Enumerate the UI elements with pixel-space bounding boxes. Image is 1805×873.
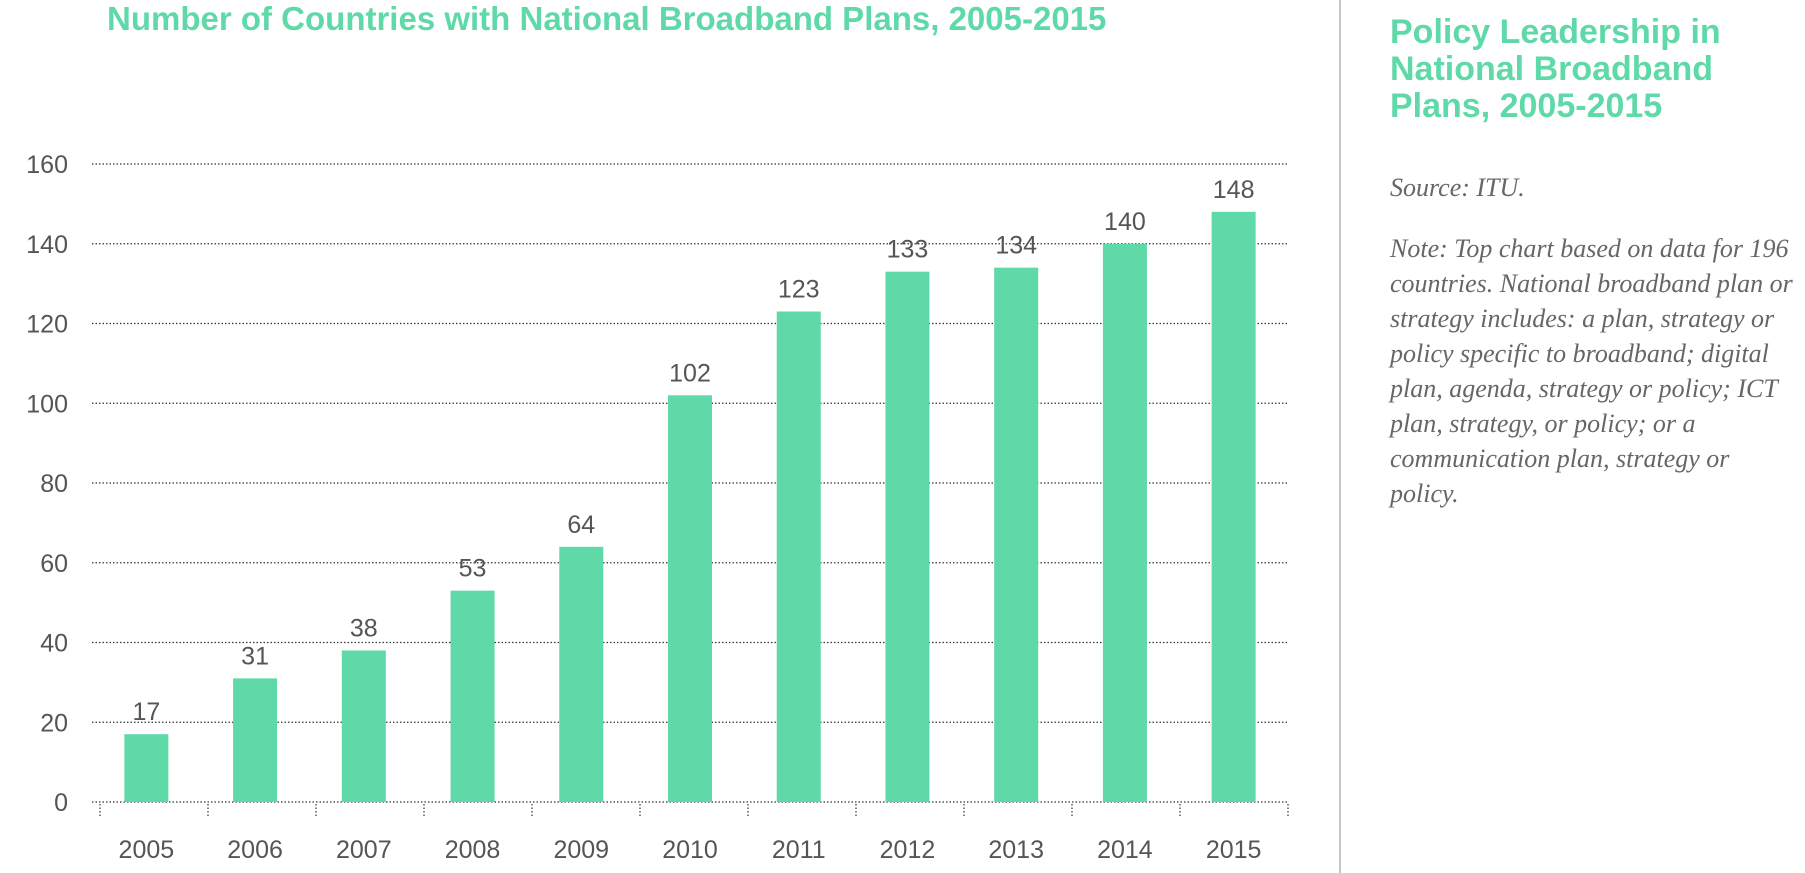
bar <box>1102 243 1147 802</box>
x-tick-label: 2015 <box>1206 836 1262 864</box>
x-tick-label: 2013 <box>988 836 1044 864</box>
bars <box>124 211 1256 803</box>
bar <box>994 267 1039 802</box>
data-labels: 17 31 38 53 64 102 123 133 134 140 148 <box>132 176 1254 726</box>
x-tick-label: 2012 <box>880 836 936 864</box>
bar <box>885 271 930 803</box>
data-label: 64 <box>567 511 595 539</box>
y-tick-label: 0 <box>54 789 68 817</box>
bar-chart: 0 20 40 60 80 100 120 140 160 17 31 38 53 64 102 123 13… <box>26 151 1289 864</box>
source-note: Source: ITU. <box>1390 173 1525 202</box>
data-label: 53 <box>459 555 487 583</box>
chart-footnote: Note: Top chart based on data for 196 co… <box>1390 234 1793 508</box>
bar <box>559 546 604 802</box>
x-tick-label: 2006 <box>227 836 283 864</box>
x-axis <box>92 801 1289 816</box>
x-tick-label: 2009 <box>553 836 609 864</box>
x-tick-label: 2005 <box>119 836 175 864</box>
y-tick-label: 80 <box>40 470 68 498</box>
y-tick-label: 160 <box>26 151 68 179</box>
y-tick-label: 100 <box>26 390 68 418</box>
y-tick-label: 60 <box>40 550 68 578</box>
y-tick-label: 120 <box>26 311 68 339</box>
y-tick-label: 140 <box>26 231 68 259</box>
y-axis-tick-labels: 0 20 40 60 80 100 120 140 160 <box>26 151 68 817</box>
bar <box>233 678 278 802</box>
data-label: 123 <box>778 276 820 304</box>
data-label: 134 <box>995 232 1037 260</box>
data-label: 148 <box>1213 176 1255 204</box>
side-panel-heading: Policy Leadership in National Broadband … <box>1390 13 1721 125</box>
bar <box>124 734 169 802</box>
data-label: 31 <box>241 642 269 670</box>
bar <box>668 395 712 802</box>
bar <box>450 590 495 802</box>
x-tick-label: 2007 <box>336 836 392 864</box>
x-axis-tick-labels: 2005 2006 2007 2008 2009 2010 2011 2012 2013 2014… <box>119 836 1262 864</box>
data-label: 133 <box>887 236 929 264</box>
panel-divider <box>1339 0 1341 873</box>
bar <box>341 650 386 802</box>
y-tick-label: 20 <box>40 709 68 737</box>
x-tick-label: 2010 <box>662 836 718 864</box>
x-tick-label: 2008 <box>445 836 501 864</box>
data-label: 38 <box>350 614 378 642</box>
side-panel: Policy Leadership in National Broadband … <box>1390 14 1800 511</box>
x-tick-label: 2014 <box>1097 836 1153 864</box>
bar <box>776 311 821 802</box>
y-tick-label: 40 <box>40 630 68 658</box>
bar <box>1211 211 1256 803</box>
data-label: 17 <box>132 698 160 726</box>
chart-title: Number of Countries with National Broadb… <box>107 0 1107 37</box>
data-label: 102 <box>669 359 711 387</box>
data-label: 140 <box>1104 208 1146 236</box>
x-tick-label: 2011 <box>772 836 826 864</box>
